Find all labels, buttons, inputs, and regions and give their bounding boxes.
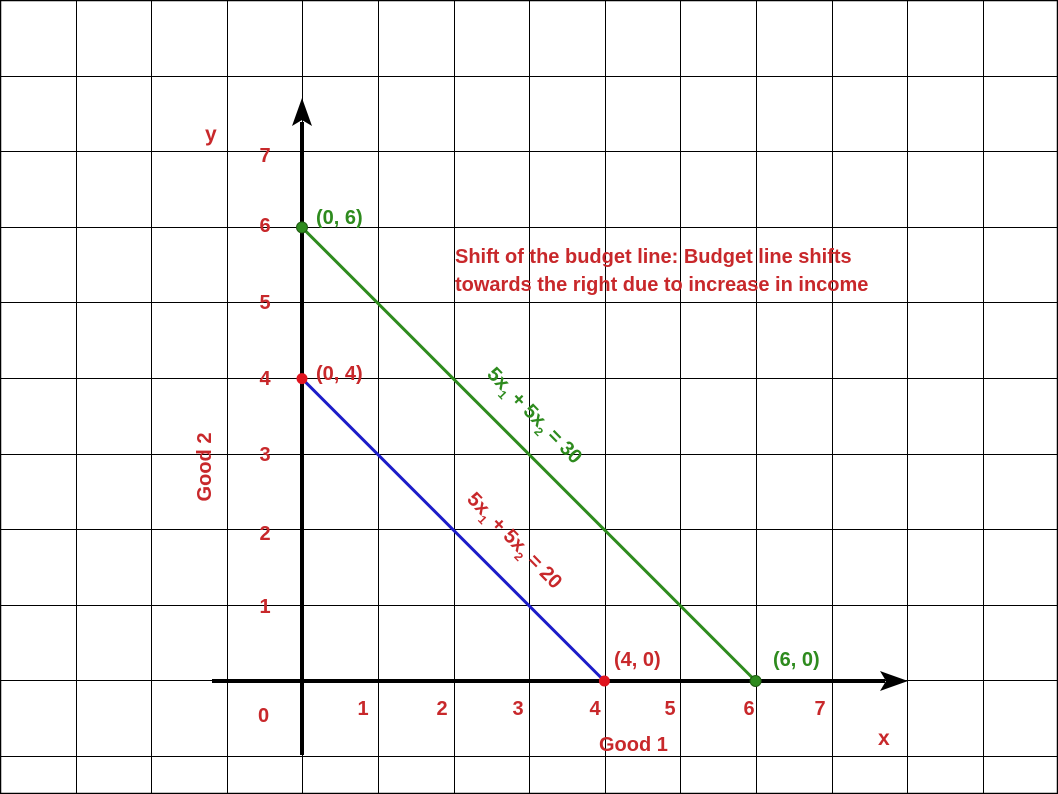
equation-part: + 5x xyxy=(503,384,550,432)
equation-part: 5x xyxy=(482,363,513,394)
x-tick-label: 6 xyxy=(743,698,754,720)
y-axis-arrow xyxy=(292,98,312,126)
tick-labels: 1 2 3 4 5 6 7 1 2 3 4 5 6 7 xyxy=(259,145,825,720)
y-tick-label: 2 xyxy=(259,523,270,545)
y-tick-label: 1 xyxy=(259,596,270,618)
y-axis-title: Good 2 xyxy=(194,433,216,502)
y-tick-label: 5 xyxy=(259,292,270,314)
y-tick-label: 6 xyxy=(259,215,270,237)
y-tick-label: 4 xyxy=(259,368,271,390)
endpoint-label: (4, 0) xyxy=(614,649,661,671)
budget-line-equation-1: 5x1 + 5x2 = 20 xyxy=(460,488,567,596)
y-tick-label: 7 xyxy=(259,145,270,167)
x-tick-label: 1 xyxy=(357,698,368,720)
endpoint-label: (0, 6) xyxy=(316,207,363,229)
y-axis-letter: y xyxy=(205,123,217,146)
chart-title: Shift of the budget line: Budget line sh… xyxy=(455,246,868,296)
equation-part: + 5x xyxy=(483,509,530,557)
y-tick-label: 3 xyxy=(259,444,270,466)
x-tick-label: 2 xyxy=(436,698,447,720)
endpoint-marker xyxy=(749,675,762,687)
endpoint-marker xyxy=(598,675,610,687)
equation-part: 5x xyxy=(462,488,493,519)
x-tick-label: 4 xyxy=(589,698,601,720)
origin-label: 0 xyxy=(258,705,269,727)
budget-line-1 xyxy=(300,377,606,683)
x-axis-arrow xyxy=(880,671,908,691)
x-tick-label: 5 xyxy=(664,698,675,720)
budget-line-2 xyxy=(300,226,757,683)
endpoint-label: (0, 4) xyxy=(316,363,363,385)
endpoint-marker xyxy=(296,373,308,385)
equation-part: = 20 xyxy=(519,546,566,594)
endpoint-marker xyxy=(296,221,308,234)
x-tick-label: 3 xyxy=(512,698,523,720)
x-tick-label: 7 xyxy=(814,698,825,720)
chart-title-line-2: towards the right due to increase in inc… xyxy=(455,274,868,296)
x-axis-letter: x xyxy=(878,727,890,750)
chart-title-line-1: Shift of the budget line: Budget line sh… xyxy=(455,246,852,268)
x-axis-title: Good 1 xyxy=(599,734,668,756)
endpoint-label: (6, 0) xyxy=(773,649,820,671)
equation-part: = 30 xyxy=(539,421,586,469)
